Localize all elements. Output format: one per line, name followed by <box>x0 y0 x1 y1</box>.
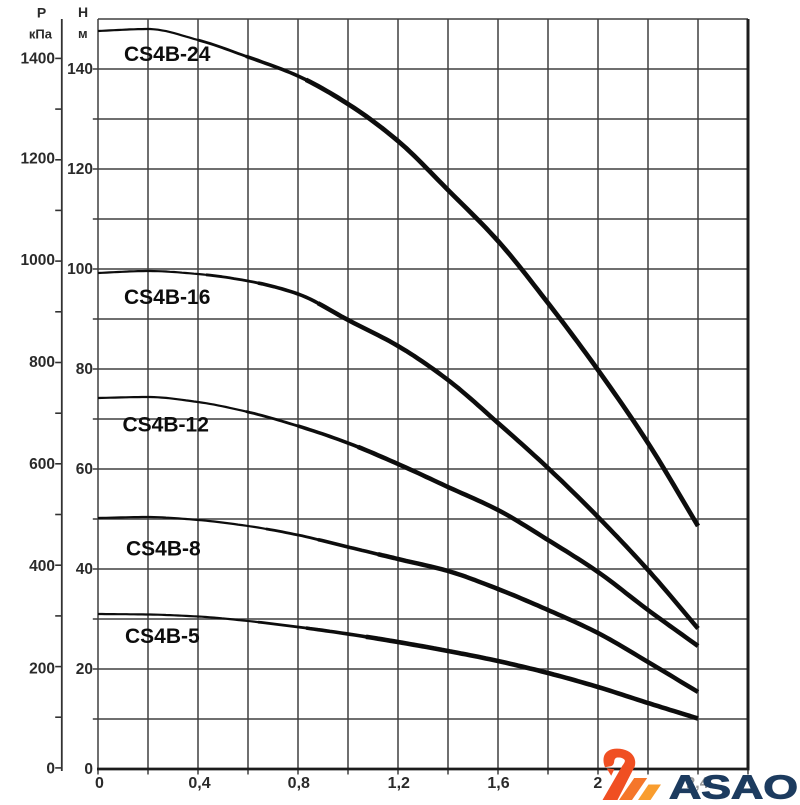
svg-text:P: P <box>37 5 46 21</box>
svg-text:1200: 1200 <box>21 151 55 168</box>
svg-text:CS4B-5: CS4B-5 <box>125 625 200 648</box>
svg-text:200: 200 <box>29 661 55 678</box>
svg-text:800: 800 <box>29 354 55 371</box>
svg-text:20: 20 <box>76 661 93 678</box>
svg-text:140: 140 <box>67 61 93 78</box>
svg-text:H: H <box>78 4 88 20</box>
svg-text:ASAO: ASAO <box>669 769 798 801</box>
svg-text:0: 0 <box>46 761 55 778</box>
svg-text:0,8: 0,8 <box>288 775 310 792</box>
svg-text:CS4B-24: CS4B-24 <box>124 43 211 66</box>
svg-text:2,4: 2,4 <box>686 775 708 792</box>
svg-text:1,2: 1,2 <box>388 775 410 792</box>
svg-text:400: 400 <box>29 558 55 575</box>
svg-text:60: 60 <box>76 461 93 478</box>
svg-text:0: 0 <box>95 775 104 792</box>
svg-text:100: 100 <box>67 261 93 278</box>
svg-text:CS4B-16: CS4B-16 <box>124 286 210 309</box>
svg-text:80: 80 <box>76 361 93 378</box>
svg-text:2: 2 <box>593 775 602 792</box>
svg-text:CS4B-12: CS4B-12 <box>123 414 209 437</box>
svg-text:0,4: 0,4 <box>188 775 210 792</box>
svg-text:0: 0 <box>84 761 93 778</box>
svg-text:600: 600 <box>29 456 55 473</box>
svg-text:1,6: 1,6 <box>487 775 509 792</box>
svg-text:40: 40 <box>76 561 93 578</box>
svg-text:1400: 1400 <box>21 50 55 67</box>
svg-text:м: м <box>78 26 88 41</box>
svg-text:CS4B-8: CS4B-8 <box>126 538 201 561</box>
svg-text:кПа: кПа <box>29 26 53 41</box>
svg-text:1000: 1000 <box>21 252 55 269</box>
svg-text:120: 120 <box>67 161 93 178</box>
